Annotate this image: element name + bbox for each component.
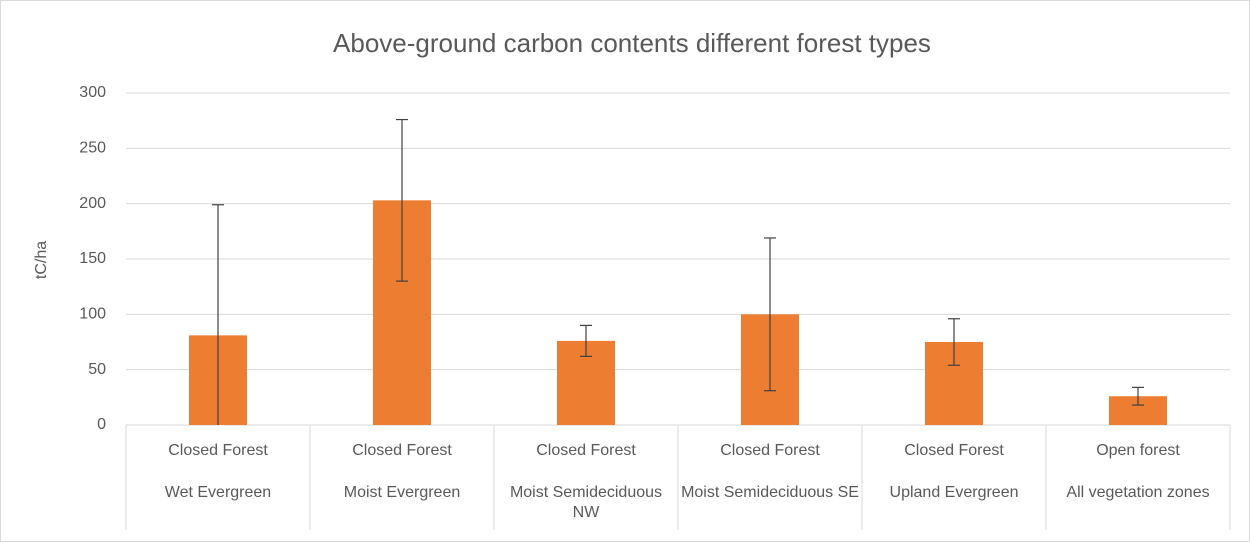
y-tick-label: 0 bbox=[97, 416, 106, 433]
y-tick-label: 150 bbox=[79, 250, 106, 267]
y-tick-label: 300 bbox=[79, 84, 106, 101]
y-axis-label: tC/ha bbox=[33, 241, 50, 279]
y-tick-label: 200 bbox=[79, 195, 106, 212]
x-tick-label: All vegetation zones bbox=[1066, 484, 1210, 501]
x-tick-label: Closed Forest bbox=[536, 442, 636, 459]
x-tick-label: Open forest bbox=[1096, 442, 1180, 459]
y-tick-label: 50 bbox=[88, 361, 106, 378]
chart-title: Above-ground carbon contents different f… bbox=[333, 28, 931, 58]
x-tick-label: Closed Forest bbox=[352, 442, 452, 459]
x-tick-label: Upland Evergreen bbox=[889, 484, 1019, 501]
y-tick-label: 100 bbox=[79, 306, 106, 323]
x-tick-label: Moist Semideciduous NW bbox=[509, 484, 663, 521]
x-tick-label: Closed Forest bbox=[168, 442, 268, 459]
y-tick-label: 250 bbox=[79, 140, 106, 157]
x-tick-label: Wet Evergreen bbox=[164, 484, 272, 501]
x-tick-label: Moist Evergreen bbox=[343, 484, 461, 501]
x-tick-label: Closed Forest bbox=[904, 442, 1004, 459]
x-tick-label: Closed Forest bbox=[720, 442, 820, 459]
x-tick-label: Moist Semideciduous SE bbox=[681, 484, 859, 501]
